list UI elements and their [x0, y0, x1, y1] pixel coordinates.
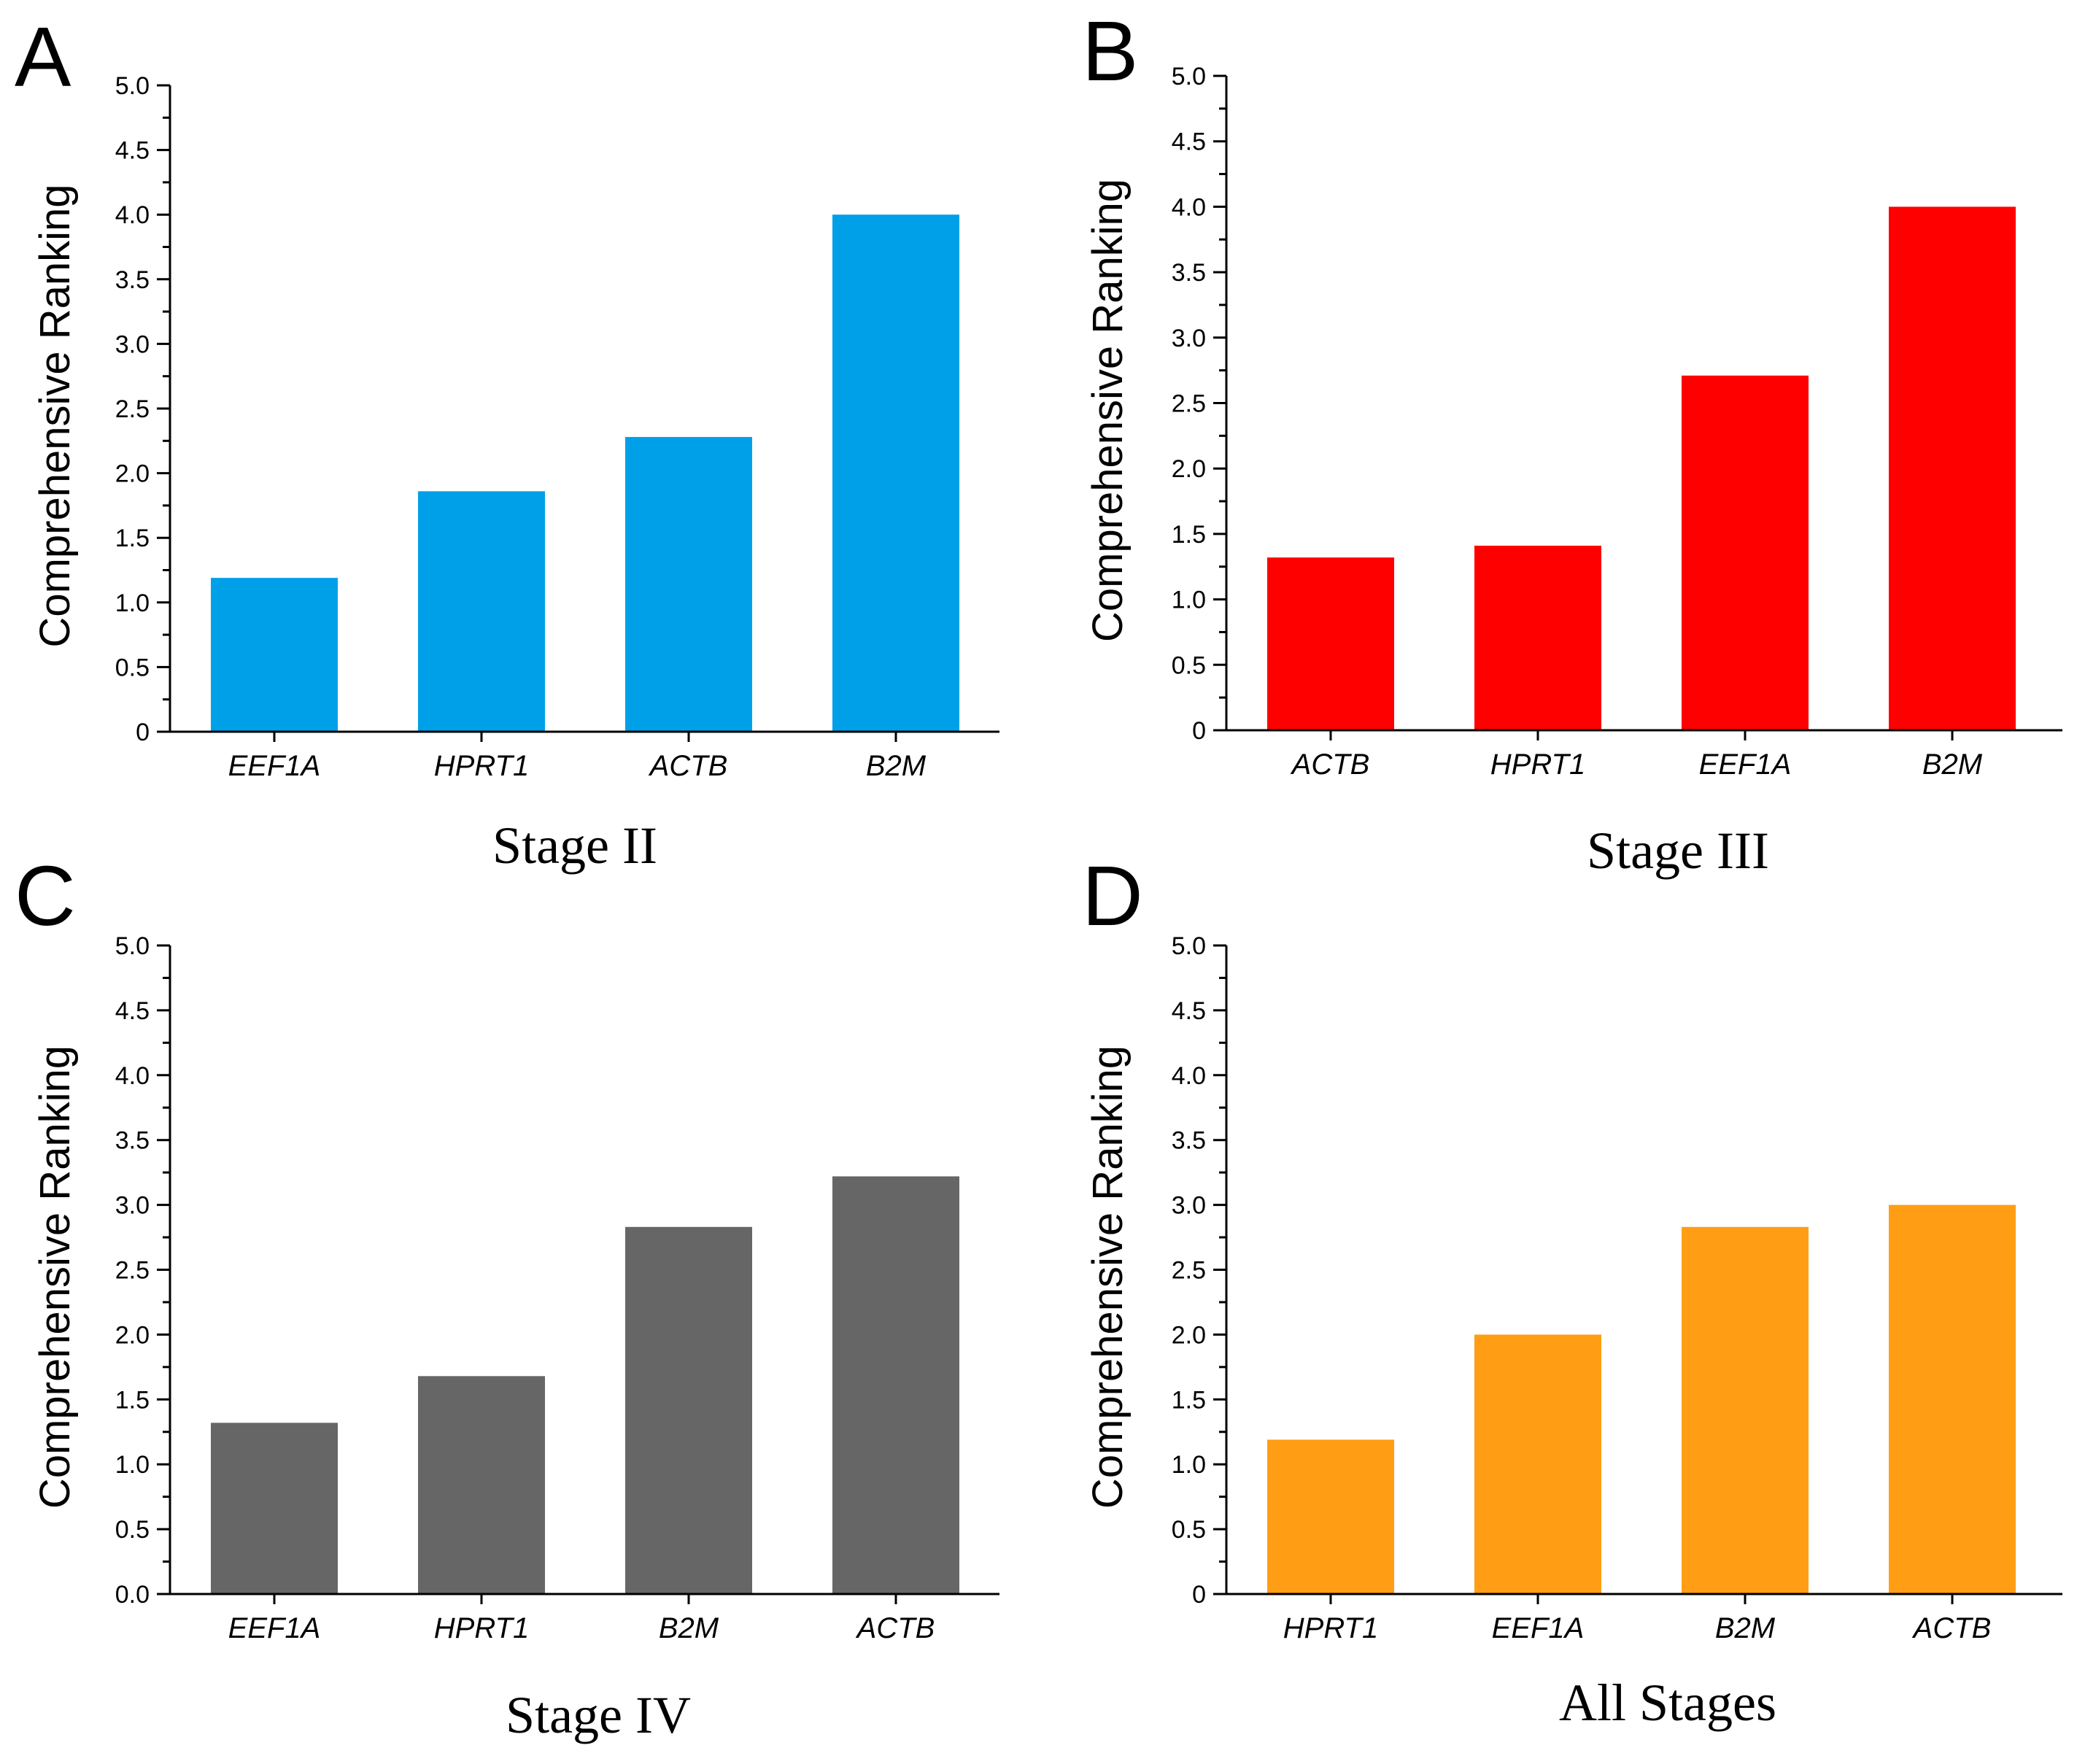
panel-letter: D: [1082, 848, 1143, 943]
bar-eef1a: [1474, 1334, 1601, 1594]
y-tick-label: 3.5: [115, 1127, 150, 1155]
x-tick-label-actb: ACTB: [1912, 1612, 1992, 1644]
y-tick-label: 3.5: [1172, 1127, 1206, 1155]
x-tick-label-b2m: B2M: [1715, 1612, 1776, 1644]
bar-hprt1: [418, 491, 545, 732]
bar-eef1a: [1682, 375, 1809, 730]
bar-b2m: [625, 1226, 752, 1594]
bar-b2m: [832, 214, 959, 732]
y-tick-label: 1.5: [115, 1386, 150, 1414]
y-tick-label: 0.5: [115, 1516, 150, 1544]
bar-b2m: [1682, 1226, 1809, 1594]
chart-title: Stage II: [492, 816, 657, 875]
y-tick-label: 1.5: [1172, 1386, 1206, 1414]
chart-panel-d: 0 0.5 1.0 1.5 2.0 2.5 3.0 3.5 4.0 4.5 5.0 HPRT1 EEF1…: [1082, 848, 2062, 1732]
y-tick-label: 2.0: [115, 1321, 150, 1349]
y-tick-label: 0.0: [115, 1581, 150, 1609]
x-tick-label-hprt1: HPRT1: [434, 1612, 529, 1644]
chart-title: All Stages: [1559, 1674, 1776, 1732]
x-tick-label-b2m: B2M: [1922, 748, 1983, 781]
panel-letter: B: [1082, 4, 1138, 98]
y-tick-label: 0: [136, 719, 150, 746]
y-tick-label: 4.0: [115, 201, 150, 229]
y-tick-label: 4.0: [1172, 193, 1206, 221]
x-tick-label-hprt1: HPRT1: [1283, 1612, 1378, 1644]
bar-hprt1: [418, 1376, 545, 1594]
y-axis-title: Comprehensive Ranking: [1084, 179, 1132, 642]
y-tick-label: 5.0: [115, 72, 150, 100]
chart-title: Stage IV: [506, 1686, 691, 1744]
bar-hprt1: [1267, 1439, 1394, 1594]
y-tick-label: 1.0: [1172, 587, 1206, 614]
chart-title: Stage III: [1587, 821, 1769, 880]
x-tick-label-actb: ACTB: [856, 1612, 935, 1644]
chart-panel-c: 0.0 0.5 1.0 1.5 2.0 2.5 3.0 3.5 4.0 4.5 5.0 EEF1A HP…: [15, 848, 999, 1744]
y-tick-label: 3.5: [115, 266, 150, 294]
y-tick-label: 5.0: [1172, 63, 1206, 90]
y-tick-label: 0.5: [1172, 651, 1206, 679]
y-tick-label: 4.5: [1172, 997, 1206, 1025]
x-tick-label-b2m: B2M: [866, 750, 927, 782]
x-tick-label-eef1a: EEF1A: [1492, 1612, 1585, 1644]
y-tick-label: 2.0: [1172, 1321, 1206, 1349]
y-tick-label: 3.5: [1172, 259, 1206, 287]
x-tick-label-hprt1: HPRT1: [1490, 748, 1585, 781]
y-tick-label: 2.5: [115, 1257, 150, 1285]
x-tick-label-hprt1: HPRT1: [434, 750, 529, 782]
chart-panel-b: 0 0.5 1.0 1.5 2.0 2.5 3.0 3.5 4.0 4.5 5.0 ACTB HPRT1…: [1082, 4, 2062, 880]
y-tick-label: 1.5: [1172, 521, 1206, 549]
y-tick-label: 0.5: [1172, 1516, 1206, 1544]
y-tick-label: 2.5: [1172, 390, 1206, 418]
panel-letter: C: [15, 848, 76, 943]
bar-actb: [625, 436, 752, 732]
y-tick-label: 1.0: [115, 1451, 150, 1479]
x-tick-label-eef1a: EEF1A: [228, 1612, 321, 1644]
panel-letter: A: [15, 9, 71, 104]
y-axis-title: Comprehensive Ranking: [31, 1045, 79, 1509]
y-tick-label: 4.5: [115, 137, 150, 165]
y-tick-label: 2.0: [115, 460, 150, 488]
y-tick-label: 3.0: [1172, 325, 1206, 352]
bar-actb: [1889, 1204, 2016, 1594]
bar-eef1a: [211, 1423, 338, 1594]
bar-actb: [832, 1176, 959, 1594]
x-tick-label-b2m: B2M: [659, 1612, 719, 1644]
x-tick-label-actb: ACTB: [649, 750, 728, 782]
bar-eef1a: [211, 578, 338, 732]
bar-b2m: [1889, 206, 2016, 730]
y-tick-label: 2.5: [1172, 1257, 1206, 1285]
y-tick-label: 4.5: [115, 997, 150, 1025]
y-axis-title: Comprehensive Ranking: [1084, 1045, 1132, 1509]
y-tick-label: 3.0: [1172, 1192, 1206, 1220]
bar-actb: [1267, 557, 1394, 730]
y-tick-label: 1.5: [115, 525, 150, 552]
x-tick-label-eef1a: EEF1A: [228, 750, 321, 782]
y-tick-label: 3.0: [115, 330, 150, 358]
y-tick-label: 2.5: [115, 395, 150, 423]
chart-panel-a: 0 0.5 1.0 1.5 2.0 2.5 3.0 3.5 4.0 4.5 5.0 EEF1A HPRT…: [15, 9, 999, 875]
x-tick-label-actb: ACTB: [1291, 748, 1370, 781]
y-tick-label: 0.5: [115, 654, 150, 681]
y-axis-title: Comprehensive Ranking: [31, 184, 79, 647]
y-tick-label: 3.0: [115, 1192, 150, 1220]
y-tick-label: 4.5: [1172, 128, 1206, 156]
bar-hprt1: [1474, 546, 1601, 730]
y-tick-label: 5.0: [115, 932, 150, 960]
y-tick-label: 1.0: [115, 589, 150, 617]
y-tick-label: 5.0: [1172, 932, 1206, 960]
y-tick-label: 4.0: [115, 1062, 150, 1090]
y-tick-label: 0: [1192, 717, 1206, 745]
y-tick-label: 0: [1192, 1581, 1206, 1609]
x-tick-label-eef1a: EEF1A: [1699, 748, 1792, 781]
y-tick-label: 1.0: [1172, 1451, 1206, 1479]
y-tick-label: 2.0: [1172, 455, 1206, 483]
y-tick-label: 4.0: [1172, 1062, 1206, 1090]
